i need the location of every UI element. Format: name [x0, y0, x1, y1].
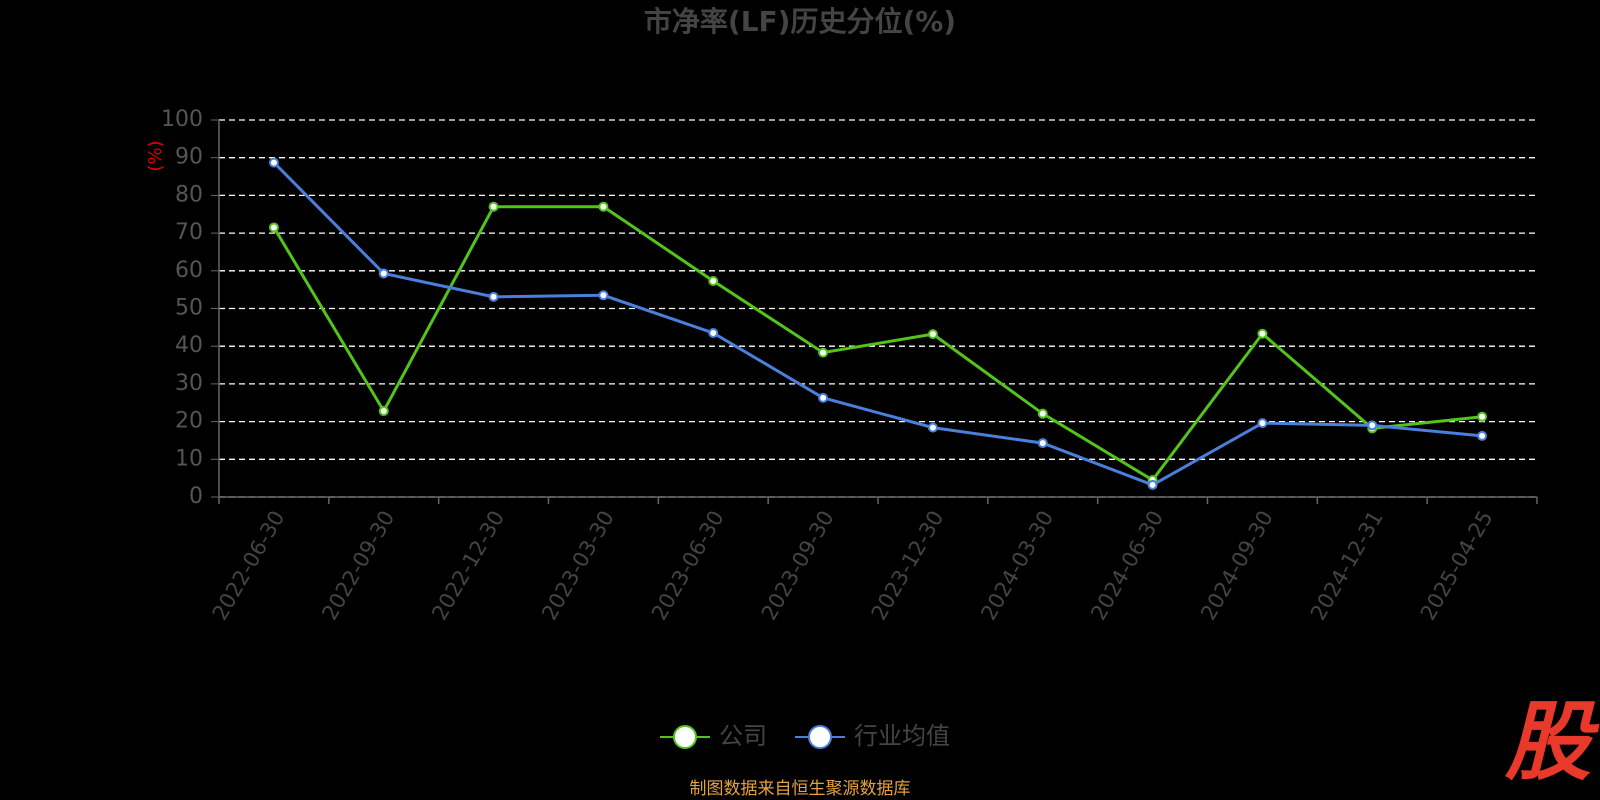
data-point — [818, 392, 829, 403]
data-point — [708, 275, 719, 286]
data-point — [818, 347, 829, 358]
series-line — [272, 161, 1483, 487]
data-point — [1477, 430, 1488, 441]
y-tick-label: 50 — [175, 296, 203, 321]
data-point — [1257, 328, 1268, 339]
legend-marker — [808, 725, 832, 749]
y-tick-label: 30 — [175, 371, 203, 396]
legend-label: 公司 — [719, 722, 767, 750]
data-point — [1477, 411, 1488, 422]
y-tick-label: 40 — [175, 333, 203, 358]
y-tick-label: 10 — [175, 446, 203, 471]
chart-title: 市净率(LF)历史分位(%) — [644, 5, 956, 38]
y-axis-label: (%) — [145, 140, 166, 171]
logo: 股 — [1504, 692, 1600, 792]
series-line — [272, 205, 1483, 483]
data-point — [488, 291, 499, 302]
y-tick-label: 90 — [175, 145, 203, 170]
data-point — [1257, 418, 1268, 429]
y-tick-label: 80 — [175, 182, 203, 207]
y-tick-label: 0 — [189, 484, 203, 509]
data-point — [488, 201, 499, 212]
data-point — [927, 422, 938, 433]
data-point — [268, 157, 279, 168]
y-tick-label: 70 — [175, 220, 203, 245]
data-point — [1037, 408, 1048, 419]
legend-label: 行业均值 — [854, 722, 950, 750]
data-point — [1037, 438, 1048, 449]
y-tick-label: 100 — [161, 107, 203, 132]
y-tick-label: 60 — [175, 258, 203, 283]
data-point — [927, 329, 938, 340]
data-point — [598, 201, 609, 212]
legend-item: 公司 — [660, 722, 767, 750]
legend-marker — [673, 725, 697, 749]
data-point — [378, 268, 389, 279]
source-note: 制图数据来自恒生聚源数据库 — [690, 779, 911, 799]
y-tick-label: 20 — [175, 409, 203, 434]
data-point — [268, 222, 279, 233]
data-point — [1367, 420, 1378, 431]
data-point — [1147, 479, 1158, 490]
data-point — [708, 328, 719, 339]
data-point — [598, 290, 609, 301]
legend-item: 行业均值 — [795, 722, 950, 750]
data-point — [378, 406, 389, 417]
